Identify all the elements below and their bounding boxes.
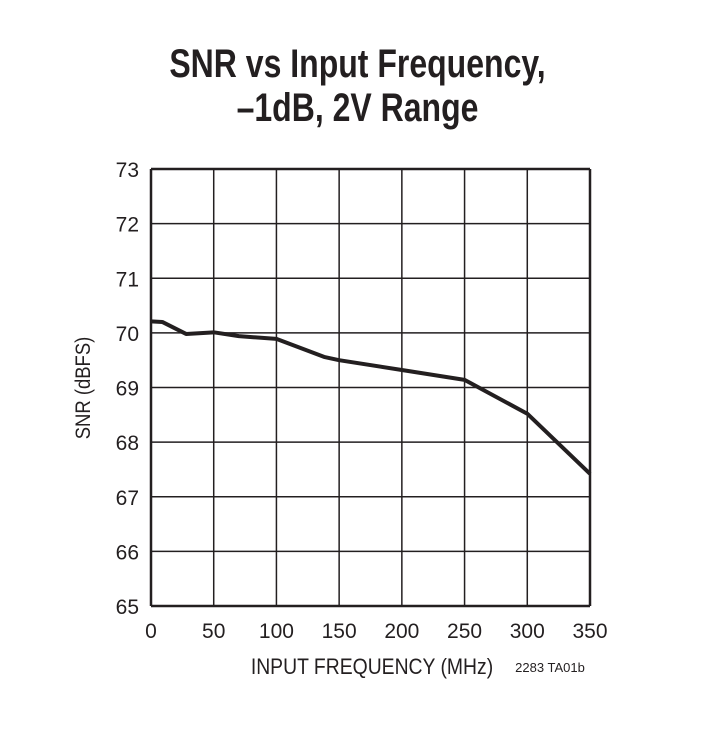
y-tick-label: 67: [116, 487, 139, 510]
y-tick-label: 73: [116, 159, 139, 182]
y-tick-label: 72: [116, 214, 139, 237]
x-tick-label: 150: [322, 620, 357, 643]
figure-note: 2283 TA01b: [515, 660, 585, 675]
x-tick-label: 200: [384, 620, 419, 643]
y-tick-label: 71: [116, 268, 139, 291]
y-tick-label: 70: [116, 323, 139, 346]
x-tick-label: 50: [202, 620, 225, 643]
y-tick-label: 68: [116, 432, 139, 455]
title-line-1: SNR vs Input Frequency,: [169, 42, 546, 86]
x-tick-label: 350: [572, 620, 607, 643]
y-axis-label: SNR (dBFS): [72, 337, 95, 440]
x-tick-label: 250: [447, 620, 482, 643]
title-line-2: –1dB, 2V Range: [236, 86, 479, 130]
y-tick-label: 66: [116, 541, 139, 564]
x-tick-label: 100: [259, 620, 294, 643]
chart-title: SNR vs Input Frequency, –1dB, 2V Range: [72, 42, 644, 130]
y-tick-label: 69: [116, 378, 139, 401]
x-tick-label: 0: [145, 620, 157, 643]
tick-labels: 0 50 100 150 200 250 300 350 65 66 67 68 69 70 71 72 73: [116, 159, 608, 643]
y-tick-label: 65: [116, 596, 139, 619]
series-line: [150, 319, 592, 476]
x-axis-label: INPUT FREQUENCY (MHz): [251, 655, 493, 679]
x-tick-label: 300: [510, 620, 545, 643]
grid: [149, 167, 592, 608]
